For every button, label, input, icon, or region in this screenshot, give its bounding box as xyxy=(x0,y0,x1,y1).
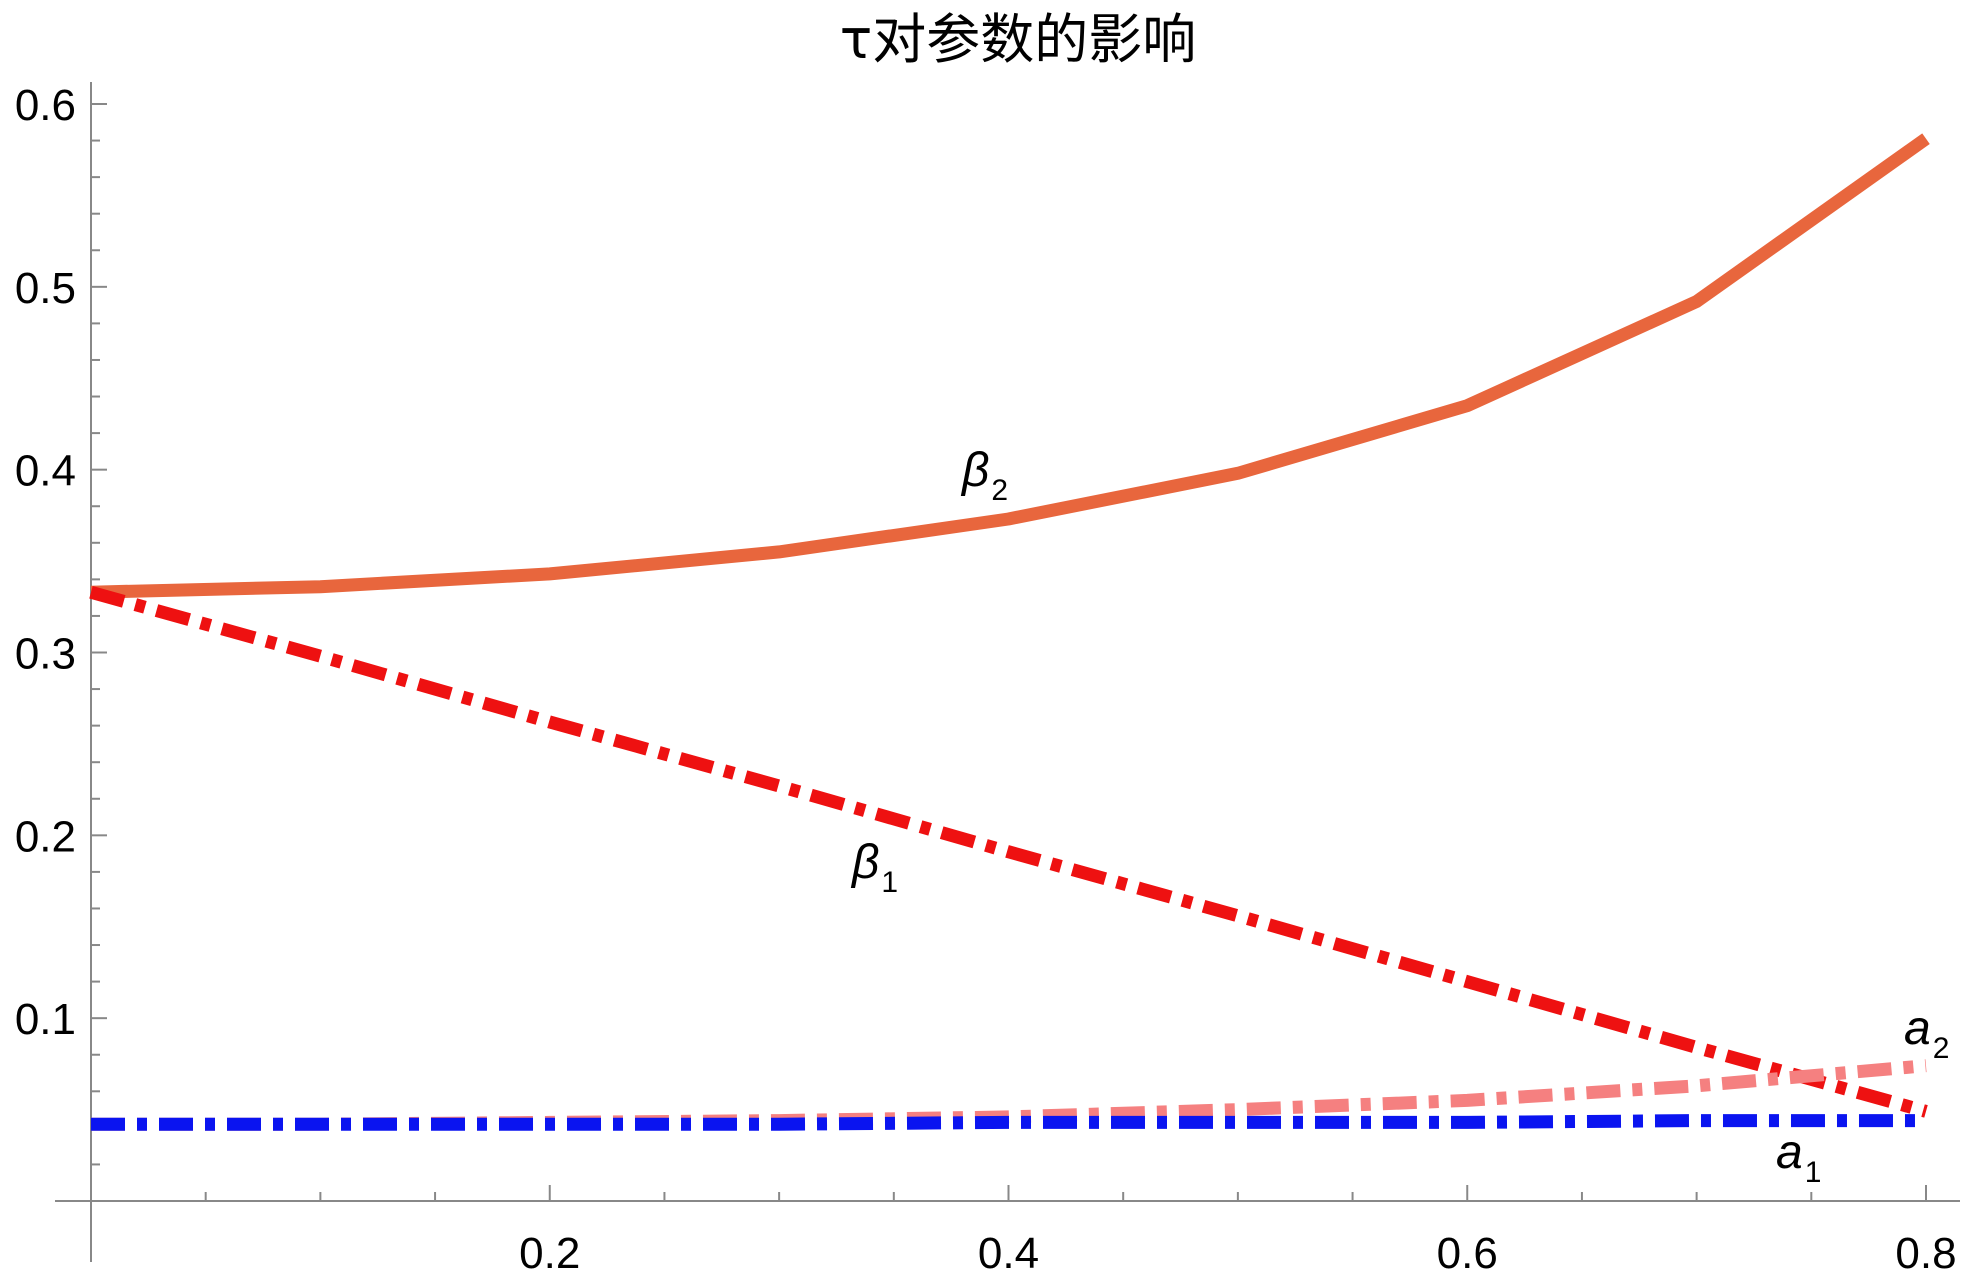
y-tick-label: 0.3 xyxy=(15,630,76,679)
series-line-β1 xyxy=(89,585,1928,1118)
series-label-main: a xyxy=(1776,1126,1803,1179)
y-tick-label: 0.2 xyxy=(15,812,76,861)
series-group xyxy=(89,133,1930,1131)
y-tick-label: 0.6 xyxy=(15,81,76,130)
series-line-a1 xyxy=(91,1114,1926,1131)
series-line-a2 xyxy=(91,1059,1927,1131)
series-label-main: β xyxy=(850,836,879,889)
series-label-β1: β1 xyxy=(850,836,898,899)
series-label-subscript: 1 xyxy=(881,866,898,899)
axes: 0.2 0.4 0.6 0.8 0.1 0.2 0.3 0.4 0.5 0.6 xyxy=(15,81,1960,1278)
series-line-β2 xyxy=(90,133,1930,599)
series-label-subscript: 2 xyxy=(991,474,1008,507)
series-label-a1: a1 xyxy=(1776,1126,1821,1189)
x-tick-label: 0.6 xyxy=(1437,1229,1498,1278)
y-tick-label: 0.4 xyxy=(15,447,76,496)
series-label-subscript: 2 xyxy=(1933,1032,1950,1065)
series-label-β2: β2 xyxy=(960,444,1008,507)
series-label-main: a xyxy=(1904,1002,1931,1055)
series-label-subscript: 1 xyxy=(1805,1156,1822,1189)
x-tick-label: 0.2 xyxy=(519,1229,580,1278)
x-tick-label: 0.8 xyxy=(1895,1229,1956,1278)
series-label-a2: a2 xyxy=(1904,1002,1949,1065)
chart-title: τ对参数的影响 xyxy=(840,8,1197,71)
x-tick-label: 0.4 xyxy=(978,1229,1039,1278)
series-label-main: β xyxy=(960,444,989,497)
y-tick-label: 0.5 xyxy=(15,264,76,313)
y-tick-label: 0.1 xyxy=(15,995,76,1044)
